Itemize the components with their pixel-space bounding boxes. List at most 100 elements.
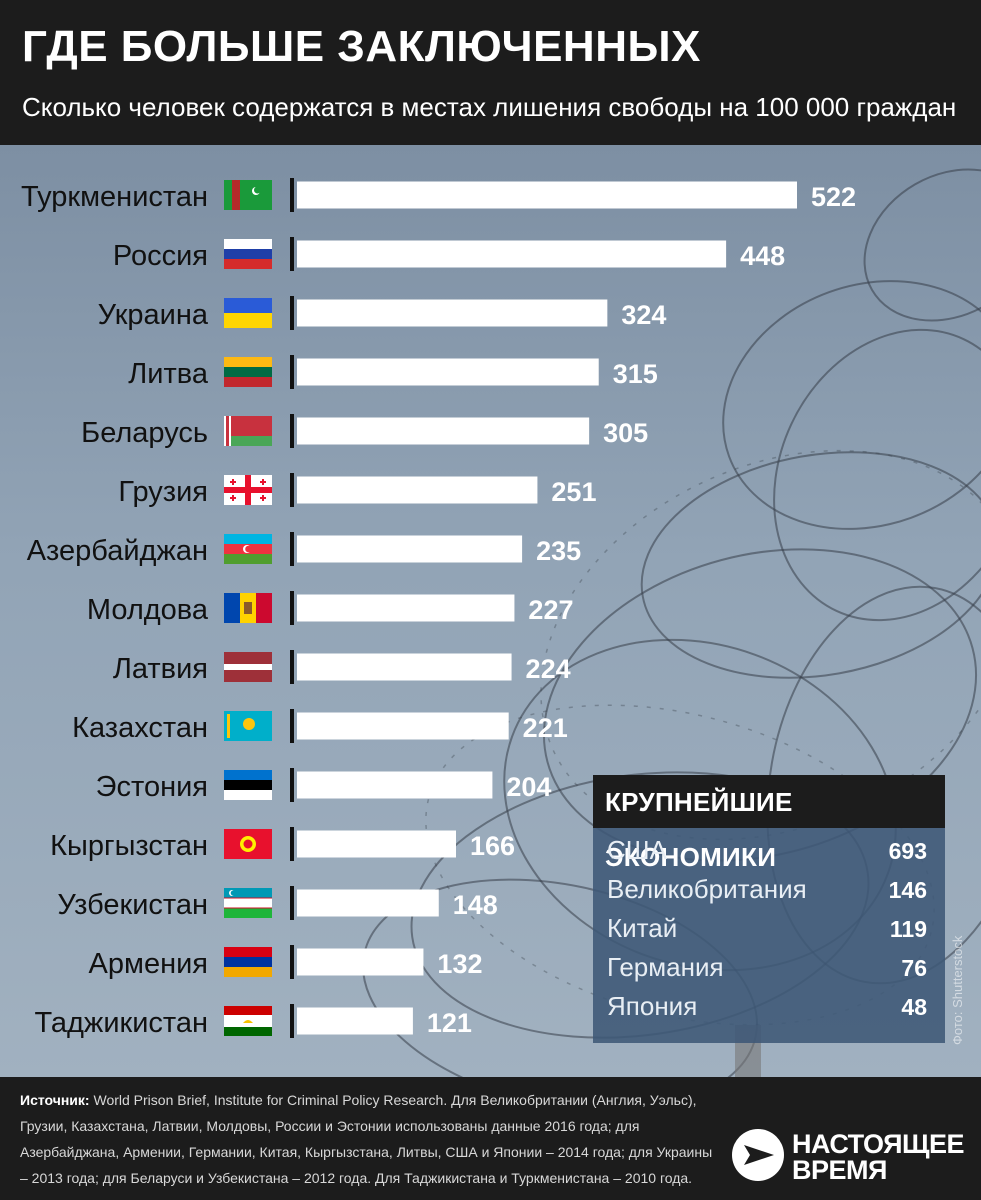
country-label: Таджикистан	[34, 1007, 208, 1039]
value-label: 148	[453, 890, 498, 920]
bar-row: Грузия 251	[118, 473, 596, 508]
azerbaijan-flag-icon	[224, 534, 272, 564]
value-label: 235	[536, 536, 581, 566]
country-label: Россия	[113, 240, 208, 272]
logo-line-1: НАСТОЯЩЕЕ	[792, 1129, 965, 1159]
page-title: ГДЕ БОЛЬШЕ ЗАКЛЮЧЕННЫХ	[22, 22, 701, 71]
economy-value: 119	[889, 916, 927, 942]
axis-tick	[290, 355, 294, 389]
economy-name: Великобритания	[607, 874, 807, 904]
country-label: Молдова	[87, 594, 209, 626]
country-label: Беларусь	[81, 417, 208, 449]
value-label: 121	[427, 1008, 472, 1038]
kazakhstan-flag-icon	[224, 711, 272, 741]
estonia-flag-icon	[224, 770, 272, 800]
source-text: World Prison Brief, Institute for Crimin…	[20, 1092, 713, 1186]
value-label: 227	[528, 595, 573, 625]
economy-name: США	[607, 835, 667, 865]
ukraine-flag-icon	[224, 298, 272, 328]
tajikistan-flag-icon	[224, 1006, 272, 1036]
lithuania-flag-icon	[224, 357, 272, 387]
bar-row: Латвия 224	[113, 650, 571, 685]
bar	[297, 299, 608, 327]
economy-row: Япония 48	[593, 984, 945, 1023]
bar	[297, 830, 457, 858]
bar-chart: Туркменистан 522 Россия 448 Украина 324 Литва 3…	[21, 178, 856, 1039]
bar	[297, 240, 727, 268]
economy-value: 76	[901, 955, 927, 981]
axis-tick	[290, 414, 294, 448]
axis-tick	[290, 945, 294, 979]
economy-row: Китай 119	[593, 906, 945, 945]
bar-row: Армения 132	[89, 945, 482, 980]
footer: Источник: World Prison Brief, Institute …	[0, 1077, 981, 1200]
armenia-flag-icon	[224, 947, 272, 977]
axis-tick	[290, 591, 294, 625]
country-label: Эстония	[96, 771, 208, 803]
play-logo-icon	[732, 1129, 784, 1181]
economy-value: 48	[901, 994, 927, 1020]
logo-line-2: ВРЕМЯ	[792, 1155, 887, 1185]
value-label: 522	[811, 182, 856, 212]
economy-row: Великобритания 146	[593, 867, 945, 906]
header: ГДЕ БОЛЬШЕ ЗАКЛЮЧЕННЫХ Сколько человек с…	[0, 0, 981, 145]
bar	[297, 948, 424, 976]
value-label: 305	[603, 418, 648, 448]
axis-tick	[290, 650, 294, 684]
axis-tick	[290, 473, 294, 507]
country-label: Литва	[128, 358, 209, 390]
axis-tick	[290, 296, 294, 330]
value-label: 251	[551, 477, 596, 507]
axis-tick	[290, 178, 294, 212]
bar-row: Эстония 204	[96, 768, 551, 803]
bar-row: Кыргызстан 166	[50, 827, 515, 862]
value-label: 132	[437, 949, 482, 979]
source-note: Источник: World Prison Brief, Institute …	[20, 1087, 720, 1191]
bar	[297, 535, 523, 563]
turkmenistan-flag-icon	[224, 180, 272, 210]
value-label: 324	[621, 300, 666, 330]
russia-flag-icon	[224, 239, 272, 269]
bar	[297, 594, 515, 622]
country-label: Туркменистан	[21, 181, 208, 213]
bar-row: Азербайджан 235	[27, 532, 581, 567]
economy-value: 693	[888, 838, 927, 864]
bar	[297, 476, 538, 504]
value-label: 166	[470, 831, 515, 861]
axis-tick	[290, 886, 294, 920]
axis-tick	[290, 532, 294, 566]
value-label: 224	[526, 654, 571, 684]
belarus-flag-icon	[224, 416, 272, 446]
bar-row: Россия 448	[113, 237, 785, 272]
value-label: 448	[740, 241, 785, 271]
bar	[297, 712, 509, 740]
brand-logo[interactable]: НАСТОЯЩЕЕ ВРЕМЯ	[730, 1125, 970, 1189]
bar	[297, 889, 439, 917]
axis-tick	[290, 827, 294, 861]
axis-tick	[290, 237, 294, 271]
page-subtitle: Сколько человек содержатся в местах лише…	[22, 92, 957, 122]
bar-row: Беларусь 305	[81, 414, 648, 449]
value-label: 221	[523, 713, 568, 743]
bar-row: Литва 315	[128, 355, 658, 390]
economy-row: США 693	[593, 828, 945, 867]
bar-row: Казахстан 221	[72, 709, 568, 744]
source-label: Источник:	[20, 1092, 90, 1108]
value-label: 204	[506, 772, 551, 802]
bar-row: Узбекистан 148	[57, 886, 498, 921]
bar-row: Украина 324	[98, 296, 666, 331]
economy-value: 146	[888, 877, 927, 903]
country-label: Украина	[98, 299, 209, 331]
latvia-flag-icon	[224, 652, 272, 682]
axis-tick	[290, 709, 294, 743]
economy-name: Япония	[607, 991, 698, 1021]
georgia-flag-icon	[224, 475, 272, 505]
country-label: Латвия	[113, 653, 208, 685]
kyrgyzstan-flag-icon	[224, 829, 272, 859]
major-economies-table: КРУПНЕЙШИЕ ЭКОНОМИКИ США 693 Великобрита…	[593, 775, 945, 1043]
axis-tick	[290, 1004, 294, 1038]
uzbekistan-flag-icon	[224, 888, 272, 918]
photo-credit: Фото: Shutterstock	[950, 935, 965, 1045]
bar	[297, 358, 599, 386]
